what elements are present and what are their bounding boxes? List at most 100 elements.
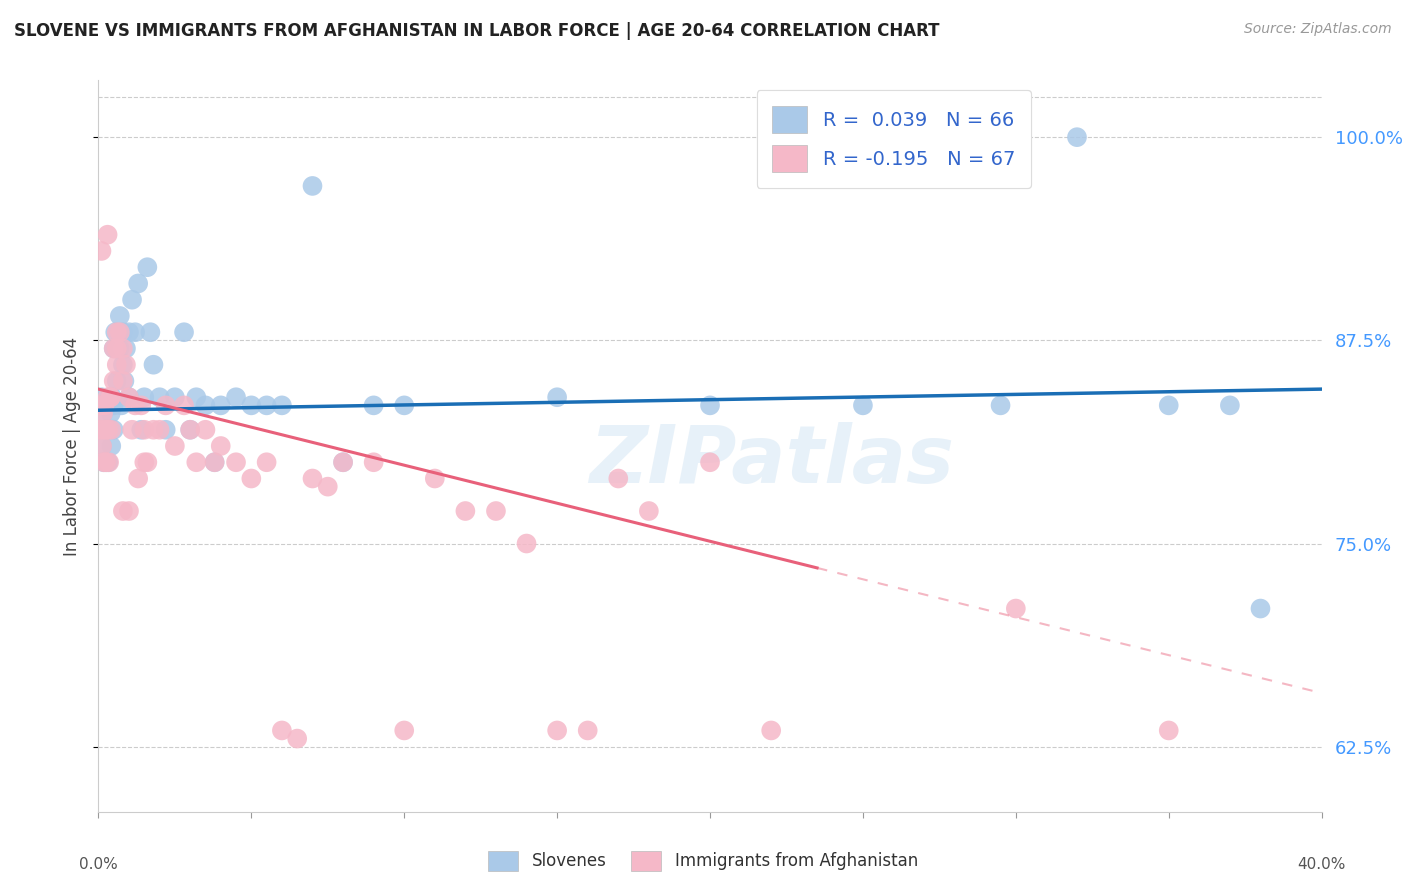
Point bbox=[139, 325, 162, 339]
Point bbox=[194, 398, 217, 412]
Point bbox=[121, 293, 143, 307]
Point bbox=[363, 455, 385, 469]
Point bbox=[112, 374, 135, 388]
Point bbox=[91, 407, 114, 421]
Point bbox=[186, 455, 208, 469]
Point bbox=[134, 390, 156, 404]
Point bbox=[204, 455, 226, 469]
Point bbox=[1004, 130, 1026, 145]
Point bbox=[1157, 723, 1180, 738]
Point bbox=[89, 398, 111, 412]
Point bbox=[97, 390, 120, 404]
Point bbox=[100, 439, 122, 453]
Point bbox=[363, 398, 385, 412]
Point bbox=[93, 398, 115, 412]
Point bbox=[89, 398, 111, 412]
Point bbox=[103, 398, 125, 412]
Point bbox=[121, 423, 143, 437]
Y-axis label: In Labor Force | Age 20-64: In Labor Force | Age 20-64 bbox=[63, 336, 82, 556]
Point bbox=[108, 309, 131, 323]
Point bbox=[194, 423, 217, 437]
Point bbox=[111, 374, 134, 388]
Legend: Slovenes, Immigrants from Afghanistan: Slovenes, Immigrants from Afghanistan bbox=[479, 842, 927, 880]
Point bbox=[97, 423, 120, 437]
Point bbox=[103, 342, 125, 356]
Point bbox=[105, 374, 128, 388]
Point bbox=[546, 390, 568, 404]
Point bbox=[94, 423, 117, 437]
Point bbox=[90, 244, 112, 258]
Point bbox=[90, 423, 112, 437]
Point bbox=[134, 423, 156, 437]
Point bbox=[1219, 398, 1241, 412]
Point bbox=[115, 358, 138, 372]
Point bbox=[204, 455, 226, 469]
Point bbox=[94, 423, 117, 437]
Point bbox=[240, 398, 263, 412]
Point bbox=[179, 423, 201, 437]
Point bbox=[124, 325, 146, 339]
Point bbox=[699, 398, 721, 412]
Point bbox=[108, 325, 131, 339]
Point bbox=[392, 398, 416, 412]
Point bbox=[93, 455, 115, 469]
Point bbox=[111, 325, 134, 339]
Point bbox=[118, 504, 141, 518]
Point bbox=[91, 439, 114, 453]
Point bbox=[105, 342, 128, 356]
Point bbox=[100, 390, 122, 404]
Point bbox=[256, 398, 278, 412]
Point bbox=[485, 504, 508, 518]
Point bbox=[699, 455, 721, 469]
Point bbox=[100, 423, 122, 437]
Point bbox=[97, 455, 120, 469]
Point bbox=[576, 723, 599, 738]
Point bbox=[225, 390, 247, 404]
Point bbox=[301, 471, 323, 485]
Point bbox=[127, 471, 149, 485]
Point bbox=[301, 178, 323, 193]
Point bbox=[93, 398, 115, 412]
Point bbox=[423, 471, 446, 485]
Point bbox=[149, 390, 172, 404]
Point bbox=[129, 423, 152, 437]
Point bbox=[104, 325, 127, 339]
Point bbox=[111, 358, 134, 372]
Point bbox=[118, 325, 141, 339]
Point bbox=[97, 398, 120, 412]
Point bbox=[115, 342, 138, 356]
Text: 0.0%: 0.0% bbox=[79, 857, 118, 872]
Point bbox=[179, 423, 201, 437]
Point bbox=[1066, 130, 1088, 145]
Point bbox=[209, 439, 232, 453]
Point bbox=[240, 471, 263, 485]
Point bbox=[129, 398, 152, 412]
Point bbox=[1004, 601, 1026, 615]
Point bbox=[103, 374, 125, 388]
Point bbox=[392, 723, 416, 738]
Point bbox=[637, 504, 661, 518]
Point bbox=[134, 455, 156, 469]
Point bbox=[332, 455, 354, 469]
Point bbox=[173, 398, 195, 412]
Point bbox=[111, 342, 134, 356]
Point bbox=[1157, 398, 1180, 412]
Point bbox=[136, 260, 159, 275]
Point bbox=[270, 398, 292, 412]
Point bbox=[94, 455, 117, 469]
Point bbox=[105, 325, 128, 339]
Point bbox=[225, 455, 247, 469]
Point bbox=[118, 390, 141, 404]
Point bbox=[149, 423, 172, 437]
Point bbox=[118, 390, 141, 404]
Point bbox=[256, 455, 278, 469]
Text: Source: ZipAtlas.com: Source: ZipAtlas.com bbox=[1244, 22, 1392, 37]
Point bbox=[91, 439, 114, 453]
Point bbox=[108, 342, 131, 356]
Point bbox=[90, 390, 112, 404]
Point bbox=[607, 471, 630, 485]
Point bbox=[142, 358, 165, 372]
Text: ZIPatlas: ZIPatlas bbox=[589, 422, 953, 500]
Point bbox=[94, 455, 117, 469]
Point bbox=[155, 423, 177, 437]
